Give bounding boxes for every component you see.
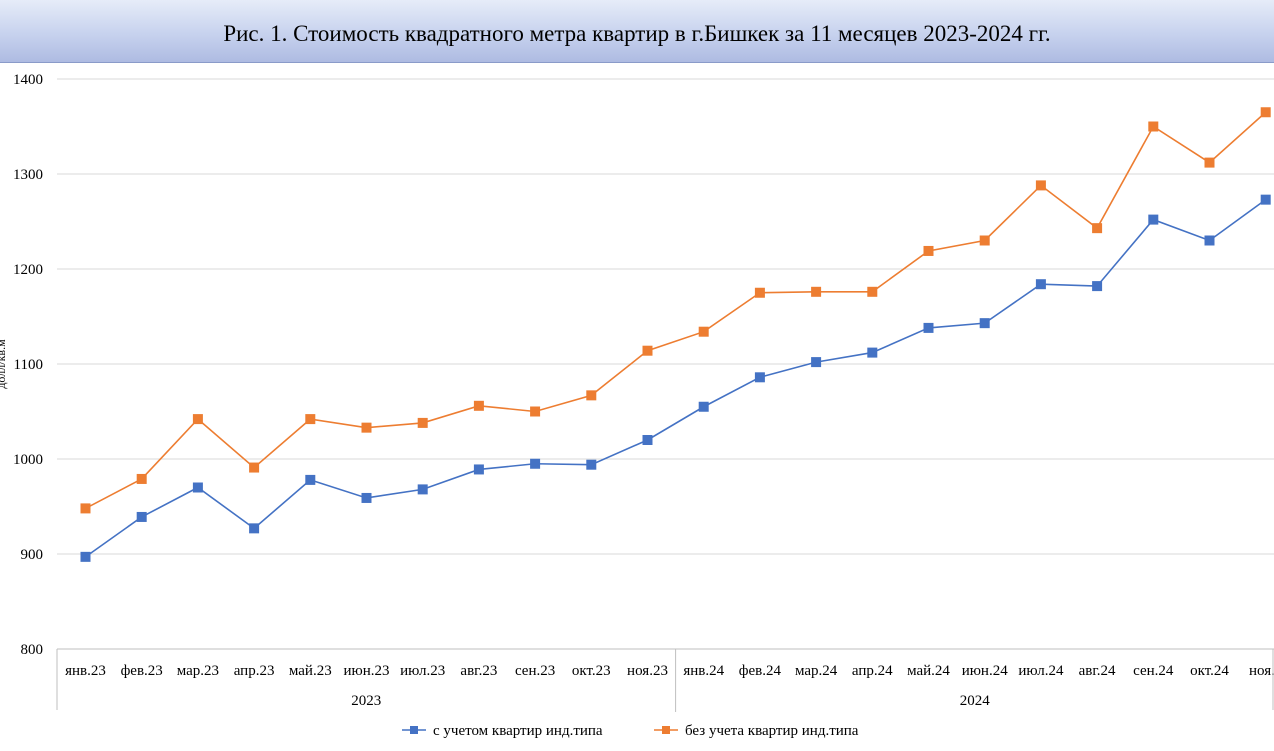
data-point-marker: [1260, 107, 1271, 118]
x-group-label: 2024: [960, 693, 991, 709]
y-tick-label: 800: [21, 642, 44, 658]
gridlines: [57, 78, 1274, 650]
data-point-marker: [1092, 281, 1103, 292]
data-point-marker: [249, 523, 260, 534]
data-point-marker: [1148, 214, 1159, 225]
y-tick-label: 1200: [13, 262, 43, 278]
data-point-marker: [1148, 121, 1159, 132]
legend: с учетом квартир инд.типа без учета кварт…: [402, 723, 859, 739]
data-point-marker: [249, 462, 260, 473]
data-point-marker: [811, 357, 822, 368]
data-point-marker: [361, 422, 372, 433]
x-tick-label: окт.24: [1190, 663, 1229, 679]
x-tick-label: мар.24: [795, 663, 838, 679]
data-point-marker: [473, 464, 484, 475]
data-point-marker: [80, 503, 91, 514]
legend-label-2: без учета квартир инд.типа: [685, 723, 859, 739]
x-tick-label: фев.23: [121, 663, 163, 679]
legend-marker-2: [662, 726, 670, 734]
y-tick-label: 900: [21, 547, 44, 563]
x-tick-label: июн.24: [962, 663, 1009, 679]
legend-marker-1: [410, 726, 418, 734]
series-line-1: [85, 199, 1267, 558]
data-point-marker: [192, 482, 203, 493]
data-point-marker: [192, 414, 203, 425]
x-tick-label: сен.24: [1133, 663, 1174, 679]
series-line-2: [85, 111, 1267, 510]
x-tick-label: янв.24: [683, 663, 724, 679]
chart-title: Рис. 1. Стоимость квадратного метра квар…: [223, 21, 1051, 46]
data-point-marker: [1092, 223, 1103, 234]
x-tick-label: апр.23: [234, 663, 275, 679]
data-point-marker: [417, 484, 428, 495]
data-point-marker: [754, 287, 765, 298]
x-tick-label: ноя.2: [1249, 663, 1274, 679]
data-point-marker: [642, 435, 653, 445]
x-tick-label: июл.23: [400, 663, 445, 679]
data-point-marker: [417, 417, 428, 428]
x-tick-label: июн.23: [343, 663, 389, 679]
x-tick-label: апр.24: [852, 663, 893, 679]
data-point-marker: [698, 326, 709, 337]
data-point-marker: [1035, 279, 1046, 290]
data-point-marker: [530, 406, 541, 417]
chart-title-bar: Рис. 1. Стоимость квадратного метра квар…: [0, 0, 1274, 63]
data-point-marker: [530, 458, 541, 469]
data-point-marker: [305, 414, 316, 425]
data-point-marker: [586, 390, 597, 401]
y-axis: 800 900 1000 1100 1200 1300 1400: [13, 72, 43, 658]
x-tick-label: мар.23: [177, 663, 219, 679]
x-tick-label: сен.23: [515, 663, 555, 679]
data-point-marker: [80, 551, 91, 562]
y-axis-label: долл/кв.м: [0, 339, 8, 389]
data-point-marker: [1035, 180, 1046, 191]
x-tick-label: май.23: [289, 663, 332, 679]
y-tick-label: 1000: [13, 452, 43, 468]
x-tick-label: ноя.23: [627, 663, 668, 679]
data-point-marker: [867, 347, 878, 358]
x-tick-label: янв.23: [65, 663, 106, 679]
y-tick-label: 1100: [14, 357, 43, 373]
x-group-label: 2023: [351, 693, 381, 709]
data-point-marker: [136, 473, 147, 484]
data-point-marker: [811, 286, 822, 297]
data-point-marker: [642, 345, 653, 356]
x-tick-label: май.24: [907, 663, 950, 679]
data-point-marker: [698, 401, 709, 412]
x-tick-label: фев.24: [739, 663, 782, 679]
data-point-marker: [305, 474, 316, 485]
data-point-marker: [923, 322, 934, 333]
data-point-marker: [586, 459, 597, 470]
series-layer: [80, 107, 1271, 562]
x-tick-label: авг.23: [460, 663, 497, 679]
y-tick-label: 1400: [13, 72, 43, 88]
data-point-marker: [979, 235, 990, 246]
x-axis: янв.23 фев.23 мар.23 апр.23 май.23 июн.23 июл.…: [56, 648, 1274, 712]
legend-label-1: с учетом квартир инд.типа: [433, 723, 603, 739]
data-point-marker: [1260, 194, 1271, 205]
data-point-marker: [923, 245, 934, 256]
data-point-marker: [867, 286, 878, 297]
data-point-marker: [1204, 235, 1215, 246]
data-point-marker: [1204, 157, 1215, 168]
data-point-marker: [361, 492, 372, 503]
x-tick-label: июл.24: [1018, 663, 1064, 679]
x-tick-label: авг.24: [1079, 663, 1116, 679]
x-tick-label: окт.23: [572, 663, 611, 679]
y-tick-label: 1300: [13, 167, 43, 183]
data-point-marker: [136, 511, 147, 522]
data-point-marker: [473, 400, 484, 411]
data-point-marker: [979, 318, 990, 329]
data-point-marker: [754, 372, 765, 383]
